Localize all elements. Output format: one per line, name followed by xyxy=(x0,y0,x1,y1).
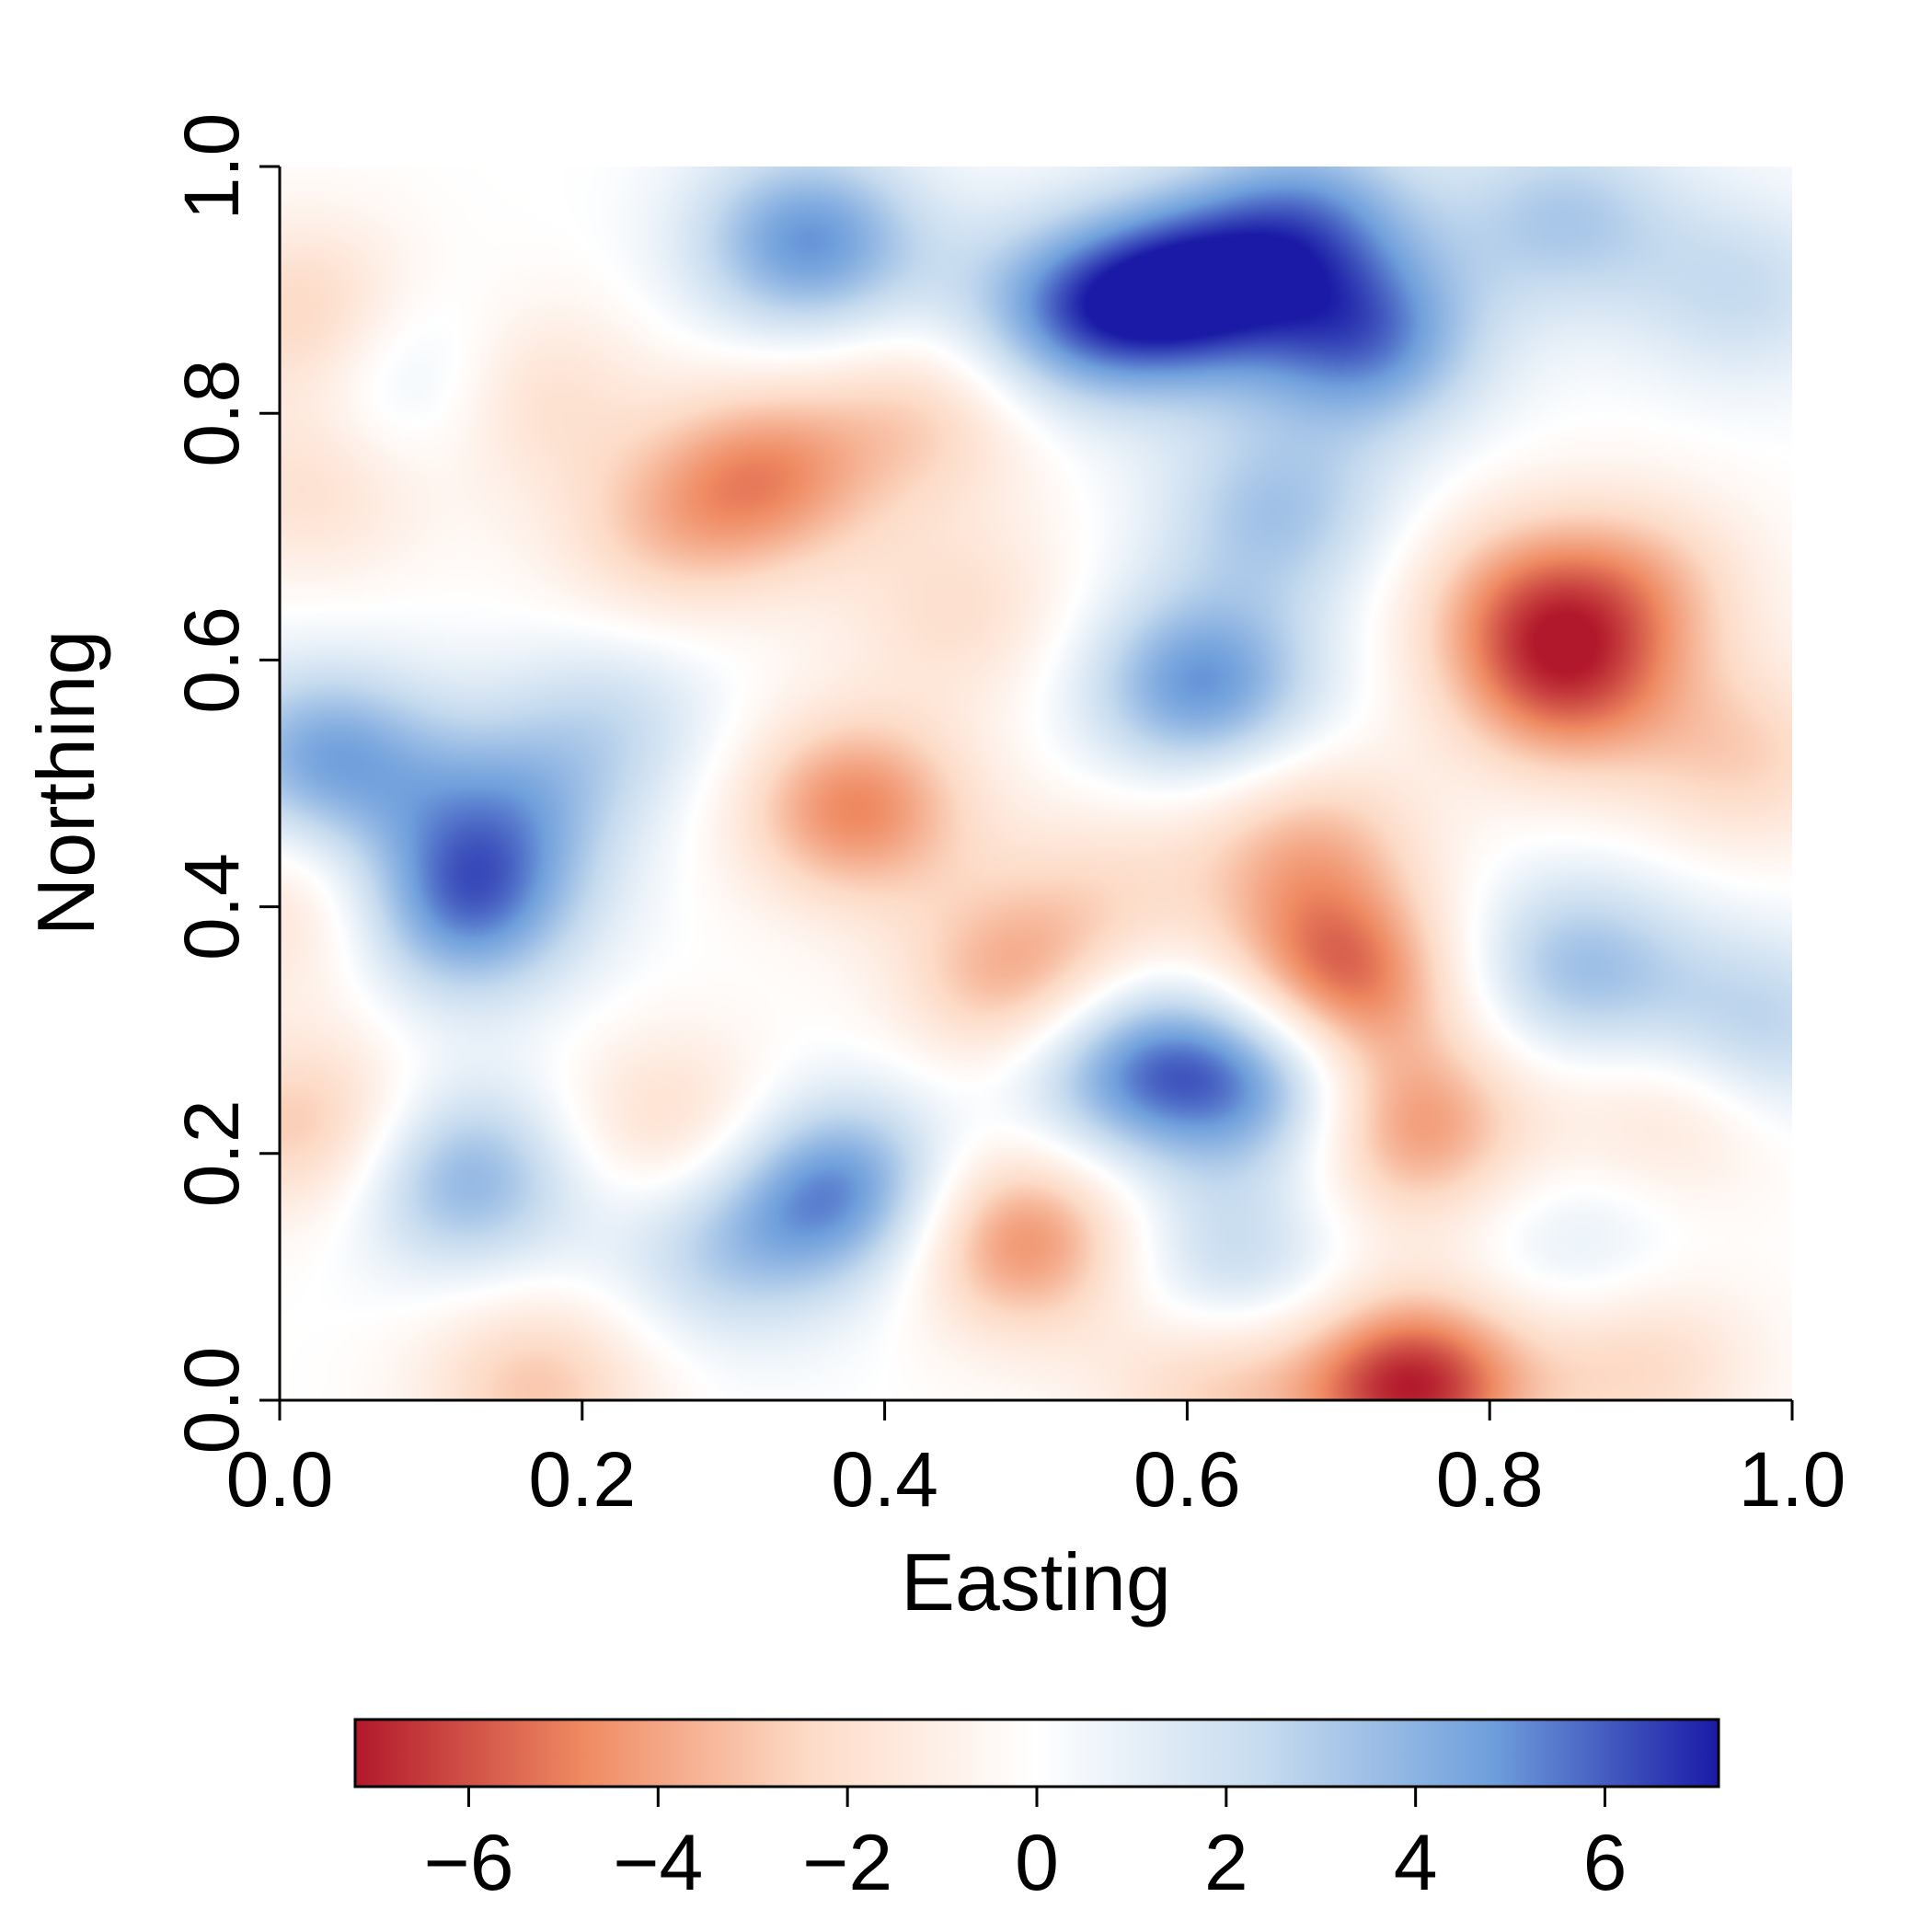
x-tick-label: 0.2 xyxy=(528,1436,636,1523)
y-tick-label: 0.6 xyxy=(168,606,255,714)
y-tick-label: 0.0 xyxy=(168,1347,255,1455)
x-tick-label: 0.6 xyxy=(1133,1436,1241,1523)
y-axis-title: Northing xyxy=(20,630,111,937)
heatmap-field xyxy=(280,167,1792,1400)
colorbar-tick-label: 2 xyxy=(1204,1819,1248,1907)
colorbar-tick-label: 6 xyxy=(1583,1819,1627,1907)
y-tick-label: 1.0 xyxy=(168,113,255,221)
x-tick-label: 0.4 xyxy=(831,1436,938,1523)
colorbar-tick-label: 4 xyxy=(1394,1819,1438,1907)
x-tick-label: 0.8 xyxy=(1436,1436,1544,1523)
colorbar-ticks: −6 −4 −2 0 2 4 6 xyxy=(423,1787,1627,1907)
colorbar: −6 −4 −2 0 2 4 6 xyxy=(353,1718,1720,1907)
x-tick-label: 1.0 xyxy=(1739,1436,1846,1523)
colorbar-tick-label: −4 xyxy=(613,1819,703,1907)
y-axis-ticks: 0.0 0.2 0.4 0.6 0.8 1.0 xyxy=(168,113,280,1455)
axes xyxy=(278,167,1792,1402)
colorbar-tick-label: −2 xyxy=(802,1819,892,1907)
y-tick-label: 0.2 xyxy=(168,1099,255,1207)
y-tick-label: 0.8 xyxy=(168,360,255,467)
x-axis-ticks: 0.0 0.2 0.4 0.6 0.8 1.0 xyxy=(226,1400,1846,1523)
x-axis-title: Easting xyxy=(901,1536,1171,1627)
x-tick-label: 0.0 xyxy=(226,1436,334,1523)
colorbar-bar xyxy=(353,1718,1720,1788)
plot-area xyxy=(280,167,1792,1400)
colorbar-tick-label: −6 xyxy=(423,1819,513,1907)
colorbar-tick-label: 0 xyxy=(1015,1819,1059,1907)
y-tick-label: 0.4 xyxy=(168,853,255,960)
